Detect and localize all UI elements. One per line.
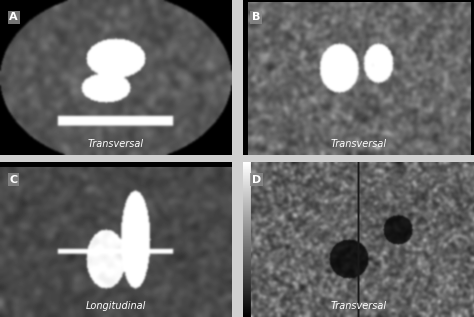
Text: Longitudinal: Longitudinal bbox=[85, 301, 146, 311]
Text: B: B bbox=[252, 12, 260, 23]
Text: C: C bbox=[9, 175, 18, 185]
Text: Transversal: Transversal bbox=[88, 139, 144, 148]
Text: Transversal: Transversal bbox=[330, 139, 386, 148]
Text: D: D bbox=[252, 175, 261, 185]
Text: A: A bbox=[9, 12, 18, 23]
Text: Transversal: Transversal bbox=[330, 301, 386, 311]
